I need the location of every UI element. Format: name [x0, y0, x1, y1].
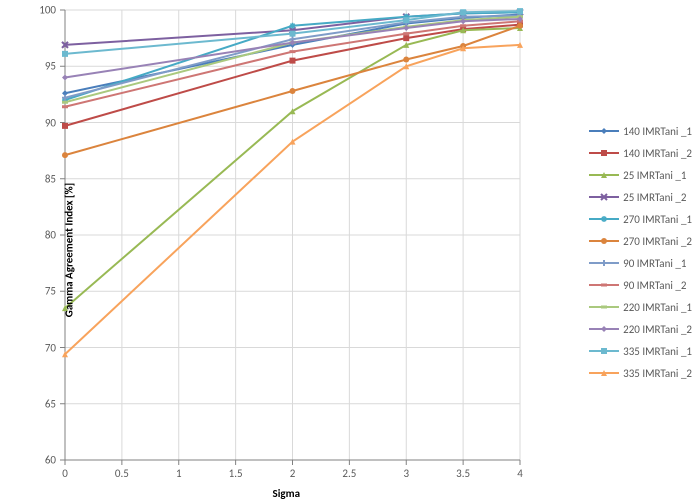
legend-item: 335 IMRTani _2 [589, 362, 692, 384]
x-tick-label: 0.5 [115, 467, 129, 480]
legend-label: 335 IMRTani _2 [623, 367, 692, 380]
legend-label: 220 IMRTani _2 [623, 323, 692, 336]
legend-swatch [589, 322, 619, 336]
y-tick-label: 80 [26, 229, 56, 242]
y-tick-label: 70 [26, 341, 56, 354]
legend-swatch [589, 146, 619, 160]
legend-swatch [589, 168, 619, 182]
legend-item: 140 IMRTani _2 [589, 142, 692, 164]
legend-label: 270 IMRTani _2 [623, 235, 692, 248]
legend-swatch [589, 344, 619, 358]
legend-swatch [589, 124, 619, 138]
legend-swatch [589, 366, 619, 380]
x-tick-label: 1 [176, 467, 182, 480]
x-tick-label: 1.5 [229, 467, 243, 480]
legend-label: 25 IMRTani _1 [623, 169, 686, 182]
legend-label: 90 IMRTani _2 [623, 279, 686, 292]
legend-item: 25 IMRTani _2 [589, 186, 692, 208]
legend-label: 335 IMRTani _1 [623, 345, 692, 358]
legend-label: 220 IMRTani _1 [623, 301, 692, 314]
y-tick-label: 100 [26, 4, 56, 17]
y-tick-label: 85 [26, 172, 56, 185]
x-tick-label: 4 [517, 467, 523, 480]
legend-swatch [589, 234, 619, 248]
legend-item: 220 IMRTani _1 [589, 296, 692, 318]
y-tick-label: 65 [26, 397, 56, 410]
y-tick-label: 75 [26, 285, 56, 298]
x-tick-label: 3 [403, 467, 409, 480]
x-tick-label: 0 [62, 467, 68, 480]
legend-item: 270 IMRTani _1 [589, 208, 692, 230]
legend-label: 25 IMRTani _2 [623, 191, 686, 204]
legend-item: 90 IMRTani _2 [589, 274, 692, 296]
legend-swatch [589, 212, 619, 226]
y-tick-label: 60 [26, 454, 56, 467]
y-tick-label: 90 [26, 116, 56, 129]
x-axis-label: Sigma [273, 487, 301, 500]
legend-swatch [589, 278, 619, 292]
legend-label: 90 IMRTani _1 [623, 257, 686, 270]
legend-item: 220 IMRTani _2 [589, 318, 692, 340]
y-tick-label: 95 [26, 60, 56, 73]
legend-item: 25 IMRTani _1 [589, 164, 692, 186]
legend-label: 270 IMRTani _1 [623, 213, 692, 226]
legend-item: 335 IMRTani _1 [589, 340, 692, 362]
legend-item: 140 IMRTani _1 [589, 120, 692, 142]
legend-item: 270 IMRTani _2 [589, 230, 692, 252]
x-tick-label: 2 [290, 467, 296, 480]
legend-swatch [589, 300, 619, 314]
x-tick-label: 2.5 [342, 467, 356, 480]
x-tick-label: 3.5 [456, 467, 470, 480]
legend-label: 140 IMRTani _1 [623, 125, 692, 138]
legend-swatch [589, 190, 619, 204]
legend-item: 90 IMRTani _1 [589, 252, 692, 274]
legend-label: 140 IMRTani _2 [623, 147, 692, 160]
legend-swatch [589, 256, 619, 270]
legend: 140 IMRTani _1 140 IMRTani _2 25 IMRTani _… [589, 120, 692, 384]
y-axis-label: Gamma Agreement Index [%] [63, 183, 76, 317]
